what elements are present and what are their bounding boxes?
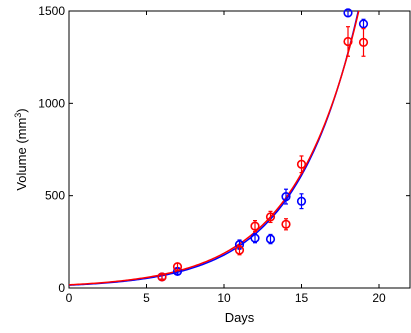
data-point [157, 272, 167, 282]
data-point [250, 233, 260, 243]
data-point [281, 219, 291, 229]
data-point [250, 221, 260, 231]
x-tick-label: 20 [372, 291, 386, 305]
y-tick-label: 0 [58, 281, 65, 295]
data-point [358, 19, 369, 29]
y-tick-label: 500 [45, 189, 65, 203]
x-tick-label: 5 [143, 291, 150, 305]
data-point [296, 196, 307, 206]
data-point [343, 36, 353, 47]
data-point [234, 245, 245, 255]
y-axis-label-text: Volume (mm [14, 118, 29, 191]
x-tick-label: 15 [295, 291, 309, 305]
data-point [358, 37, 369, 47]
data-points [157, 8, 369, 282]
data-point [172, 262, 183, 272]
data-point [265, 212, 276, 222]
x-axis-label: Days [225, 310, 255, 325]
data-point [296, 159, 307, 169]
x-tick-label: 0 [66, 291, 73, 305]
data-point [265, 234, 276, 244]
fit-curve [69, 11, 360, 286]
data-point [343, 8, 353, 18]
y-axis-label-close: ) [14, 108, 29, 112]
data-point [281, 191, 291, 202]
y-axis-label-superscript: 3 [13, 113, 23, 118]
y-axis-ticks: 0 500 1000 1500 [38, 4, 410, 295]
x-tick-label: 10 [217, 291, 231, 305]
y-axis-label: Volume (mm3) [13, 108, 29, 190]
y-tick-label: 1000 [38, 96, 65, 110]
y-tick-label: 1500 [38, 4, 65, 18]
